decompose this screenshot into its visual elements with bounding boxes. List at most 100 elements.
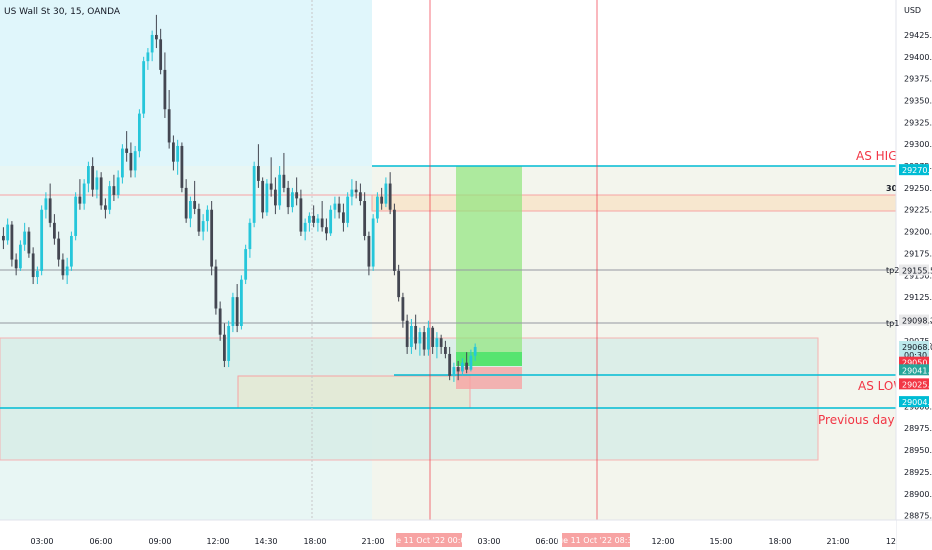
candle-body[interactable] bbox=[201, 221, 205, 232]
candle-body[interactable] bbox=[112, 186, 116, 195]
candle-body[interactable] bbox=[78, 196, 82, 204]
candle-body[interactable] bbox=[329, 209, 333, 234]
candle-body[interactable] bbox=[2, 235, 5, 241]
candle-body[interactable] bbox=[278, 174, 282, 206]
candle-body[interactable] bbox=[227, 325, 231, 361]
candle-body[interactable] bbox=[350, 189, 354, 197]
candle-body[interactable] bbox=[248, 222, 252, 250]
candle-body[interactable] bbox=[414, 325, 418, 344]
candle-body[interactable] bbox=[427, 327, 430, 350]
candle-body[interactable] bbox=[252, 166, 256, 223]
candle-body[interactable] bbox=[410, 325, 413, 347]
candle-body[interactable] bbox=[150, 34, 154, 53]
candle-body[interactable] bbox=[31, 253, 35, 278]
candle-body[interactable] bbox=[312, 215, 316, 223]
candle-body[interactable] bbox=[206, 209, 209, 222]
candle-body[interactable] bbox=[146, 52, 150, 62]
candle-body[interactable] bbox=[465, 362, 469, 370]
candle-body[interactable] bbox=[53, 222, 56, 239]
candle-body[interactable] bbox=[448, 353, 452, 376]
candle-body[interactable] bbox=[167, 109, 171, 143]
candle-body[interactable] bbox=[295, 192, 299, 199]
candle-body[interactable] bbox=[316, 218, 320, 223]
candle-body[interactable] bbox=[138, 113, 141, 152]
candle-body[interactable] bbox=[359, 192, 362, 202]
candle-body[interactable] bbox=[184, 187, 188, 219]
candle-body[interactable] bbox=[461, 362, 464, 372]
candle-body[interactable] bbox=[380, 196, 384, 204]
candle-body[interactable] bbox=[257, 166, 260, 181]
candle-body[interactable] bbox=[435, 338, 439, 347]
candle-body[interactable] bbox=[172, 142, 175, 162]
candle-body[interactable] bbox=[121, 148, 124, 178]
candle-body[interactable] bbox=[48, 198, 52, 223]
candle-body[interactable] bbox=[333, 203, 337, 210]
candle-body[interactable] bbox=[299, 198, 303, 232]
candle-body[interactable] bbox=[87, 166, 90, 184]
position-profit-zone[interactable] bbox=[456, 166, 522, 366]
candle-body[interactable] bbox=[371, 218, 375, 267]
candle-body[interactable] bbox=[91, 166, 95, 190]
candle-body[interactable] bbox=[469, 355, 473, 370]
candle-body[interactable] bbox=[142, 61, 146, 114]
candle-body[interactable] bbox=[57, 238, 61, 260]
candle-body[interactable] bbox=[308, 215, 311, 223]
candle-body[interactable] bbox=[82, 183, 86, 204]
candle-body[interactable] bbox=[405, 320, 409, 347]
candle-body[interactable] bbox=[367, 235, 371, 267]
candle-body[interactable] bbox=[354, 189, 358, 193]
candle-body[interactable] bbox=[452, 367, 456, 376]
candle-body[interactable] bbox=[129, 152, 133, 171]
candle-body[interactable] bbox=[223, 334, 226, 361]
candle-body[interactable] bbox=[397, 270, 401, 298]
candle-body[interactable] bbox=[6, 224, 10, 241]
candle-body[interactable] bbox=[61, 259, 65, 276]
candle-body[interactable] bbox=[99, 177, 103, 206]
candle-body[interactable] bbox=[265, 183, 269, 213]
candle-body[interactable] bbox=[74, 196, 78, 236]
candle-body[interactable] bbox=[44, 198, 48, 210]
candle-body[interactable] bbox=[376, 196, 379, 219]
candle-body[interactable] bbox=[116, 177, 120, 195]
candle-body[interactable] bbox=[342, 212, 345, 223]
candle-body[interactable] bbox=[218, 308, 222, 335]
candle-body[interactable] bbox=[214, 266, 218, 309]
candle-body[interactable] bbox=[261, 180, 265, 213]
candle-body[interactable] bbox=[444, 346, 447, 354]
candle-body[interactable] bbox=[320, 218, 324, 228]
candle-body[interactable] bbox=[95, 177, 99, 190]
candle-body[interactable] bbox=[303, 222, 307, 232]
candle-body[interactable] bbox=[282, 174, 286, 188]
candle-body[interactable] bbox=[108, 186, 112, 210]
candle-body[interactable] bbox=[210, 209, 214, 267]
candle-body[interactable] bbox=[159, 39, 163, 70]
candle-body[interactable] bbox=[176, 145, 180, 162]
candle-body[interactable] bbox=[155, 34, 158, 40]
candle-body[interactable] bbox=[363, 201, 367, 236]
candle-body[interactable] bbox=[180, 145, 184, 188]
candle-body[interactable] bbox=[393, 209, 396, 271]
candle-body[interactable] bbox=[325, 227, 328, 234]
candle-body[interactable] bbox=[133, 151, 137, 171]
candle-body[interactable] bbox=[197, 208, 201, 232]
candle-body[interactable] bbox=[125, 148, 129, 153]
candle-body[interactable] bbox=[189, 201, 192, 219]
candle-body[interactable] bbox=[10, 224, 14, 260]
candle-body[interactable] bbox=[286, 187, 290, 208]
candle-body[interactable] bbox=[291, 192, 294, 208]
candle-body[interactable] bbox=[36, 270, 39, 278]
candle-body[interactable] bbox=[269, 183, 273, 190]
candle-body[interactable] bbox=[418, 332, 422, 344]
candle-body[interactable] bbox=[337, 203, 341, 213]
candle-body[interactable] bbox=[456, 367, 460, 372]
candle-body[interactable] bbox=[231, 297, 235, 326]
candle-body[interactable] bbox=[346, 196, 350, 223]
candle-body[interactable] bbox=[27, 231, 31, 254]
candle-body[interactable] bbox=[274, 189, 277, 206]
candle-body[interactable] bbox=[244, 249, 248, 280]
candle-body[interactable] bbox=[388, 183, 392, 210]
candle-body[interactable] bbox=[240, 279, 243, 326]
candle-body[interactable] bbox=[439, 338, 443, 347]
candle-body[interactable] bbox=[431, 327, 435, 347]
